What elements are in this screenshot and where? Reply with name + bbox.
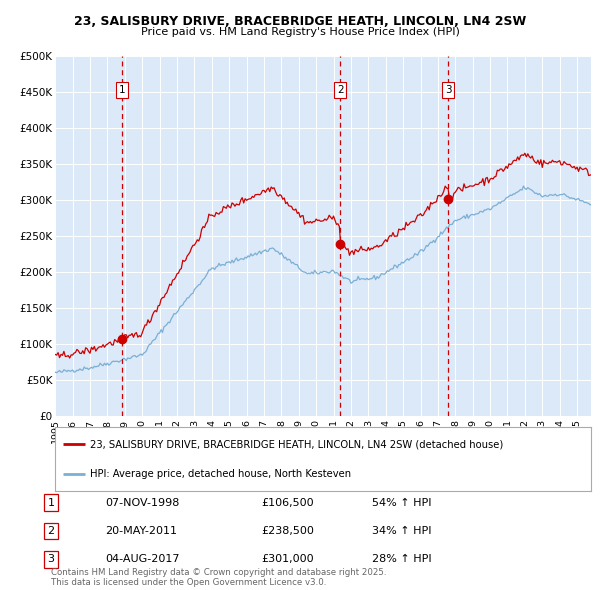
Text: 28% ↑ HPI: 28% ↑ HPI — [372, 555, 431, 564]
Text: 23, SALISBURY DRIVE, BRACEBRIDGE HEATH, LINCOLN, LN4 2SW: 23, SALISBURY DRIVE, BRACEBRIDGE HEATH, … — [74, 15, 526, 28]
Text: £238,500: £238,500 — [261, 526, 314, 536]
Text: 3: 3 — [47, 555, 55, 564]
Text: 2: 2 — [47, 526, 55, 536]
Text: 2: 2 — [337, 85, 343, 95]
Text: HPI: Average price, detached house, North Kesteven: HPI: Average price, detached house, Nort… — [90, 468, 351, 478]
Text: 23, SALISBURY DRIVE, BRACEBRIDGE HEATH, LINCOLN, LN4 2SW (detached house): 23, SALISBURY DRIVE, BRACEBRIDGE HEATH, … — [90, 440, 503, 450]
Text: 34% ↑ HPI: 34% ↑ HPI — [372, 526, 431, 536]
Text: Contains HM Land Registry data © Crown copyright and database right 2025.
This d: Contains HM Land Registry data © Crown c… — [51, 568, 386, 587]
Text: 3: 3 — [445, 85, 451, 95]
Text: £301,000: £301,000 — [261, 555, 314, 564]
Text: 07-NOV-1998: 07-NOV-1998 — [105, 498, 179, 507]
Text: Price paid vs. HM Land Registry's House Price Index (HPI): Price paid vs. HM Land Registry's House … — [140, 28, 460, 37]
Text: 1: 1 — [119, 85, 125, 95]
Text: £106,500: £106,500 — [261, 498, 314, 507]
Text: 20-MAY-2011: 20-MAY-2011 — [105, 526, 177, 536]
Text: 1: 1 — [47, 498, 55, 507]
Text: 04-AUG-2017: 04-AUG-2017 — [105, 555, 179, 564]
Text: 54% ↑ HPI: 54% ↑ HPI — [372, 498, 431, 507]
